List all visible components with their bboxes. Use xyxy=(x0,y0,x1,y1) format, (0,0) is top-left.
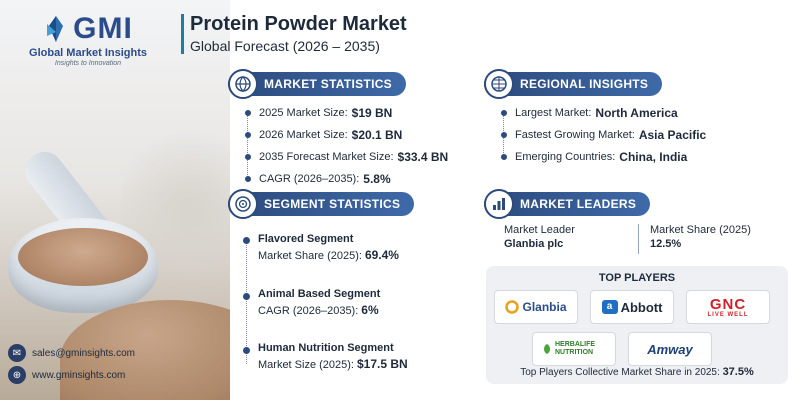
top-players-footer: Top Players Collective Market Share in 2… xyxy=(520,366,754,378)
bar-chart-icon xyxy=(484,189,514,219)
globe-icon xyxy=(484,69,514,99)
top-players-heading: TOP PLAYERS xyxy=(598,272,676,284)
contact-info: ✉ sales@gminsights.com ⊕ www.gminsights.… xyxy=(8,342,135,386)
segment-value: Market Share (2025): 69.4% xyxy=(258,248,399,262)
market-statistics-list: 2025 Market Size: $19 BN 2026 Market Size… xyxy=(243,102,448,190)
regional-insights-list: Largest Market: North America Fastest Gro… xyxy=(499,102,706,168)
herbalife-logo: HERBALIFE NUTRITION xyxy=(532,332,616,366)
segment-value: CAGR (2026–2035): 6% xyxy=(258,303,379,317)
globe-chart-icon xyxy=(228,69,258,99)
target-icon xyxy=(228,189,258,219)
list-item: Emerging Countries: China, India xyxy=(499,146,706,168)
brand-logo-text: GMI xyxy=(73,12,133,45)
contact-email-link[interactable]: sales@gminsights.com xyxy=(32,347,135,359)
hero-image-protein-scoop xyxy=(0,0,230,400)
amway-logo: Amway xyxy=(628,332,712,366)
segment-item-human-nutrition: Human Nutrition Segment Market Size (202… xyxy=(258,342,408,371)
title-accent-bar xyxy=(181,14,184,54)
section-regional-insights: REGIONAL INSIGHTS xyxy=(484,69,663,99)
segment-name: Human Nutrition Segment xyxy=(258,342,394,354)
top-players-panel: TOP PLAYERS Glanbia a Abbott GNC LIVE WE… xyxy=(486,266,788,384)
section-market-statistics: MARKET STATISTICS xyxy=(228,69,406,99)
list-item: Fastest Growing Market: Asia Pacific xyxy=(499,124,706,146)
gnc-logo: GNC LIVE WELL xyxy=(686,290,770,324)
contact-website-link[interactable]: www.gminsights.com xyxy=(32,369,126,381)
abbott-logo: a Abbott xyxy=(590,290,674,324)
market-share: Market Share (2025) 12.5% xyxy=(650,224,751,250)
market-share-value: 12.5% xyxy=(650,238,682,250)
segment-name: Animal Based Segment xyxy=(258,288,381,300)
segment-name: Flavored Segment xyxy=(258,233,354,245)
list-item: 2035 Forecast Market Size: $33.4 BN xyxy=(243,146,448,168)
list-item: CAGR (2026–2035): 5.8% xyxy=(243,168,448,190)
page-subtitle: Global Forecast (2026 – 2035) xyxy=(190,38,380,54)
brand-name: Global Market Insights xyxy=(29,47,147,59)
market-share-label: Market Share (2025) xyxy=(650,224,751,236)
list-item: 2025 Market Size: $19 BN xyxy=(243,102,448,124)
list-item: Largest Market: North America xyxy=(499,102,706,124)
market-leader-value: Glanbia plc xyxy=(504,238,564,250)
timeline-dot xyxy=(243,347,250,354)
segment-timeline-line xyxy=(246,240,247,364)
globe-icon: ⊕ xyxy=(8,366,26,384)
brand-logo[interactable]: GMI Global Market Insights Insights to I… xyxy=(8,12,168,67)
market-leader-label: Market Leader xyxy=(504,224,575,236)
glanbia-logo: Glanbia xyxy=(494,290,578,324)
timeline-dot xyxy=(243,237,250,244)
section-heading: SEGMENT STATISTICS xyxy=(228,192,415,216)
list-item: 2026 Market Size: $20.1 BN xyxy=(243,124,448,146)
email-icon: ✉ xyxy=(8,344,26,362)
divider xyxy=(638,224,639,254)
timeline-dot xyxy=(243,293,250,300)
page-title: Protein Powder Market xyxy=(190,13,407,35)
section-market-leaders: MARKET LEADERS xyxy=(484,189,651,219)
segment-item-animal-based: Animal Based Segment CAGR (2026–2035): 6% xyxy=(258,288,380,317)
segment-item-flavored: Flavored Segment Market Share (2025): 69.… xyxy=(258,233,399,262)
section-segment-statistics: SEGMENT STATISTICS xyxy=(228,189,415,219)
brand-tagline: Insights to Innovation xyxy=(54,60,122,67)
market-leader: Market Leader Glanbia plc xyxy=(504,224,575,250)
segment-value: Market Size (2025): $17.5 BN xyxy=(258,357,408,371)
gmi-leaf-icon xyxy=(47,16,64,42)
